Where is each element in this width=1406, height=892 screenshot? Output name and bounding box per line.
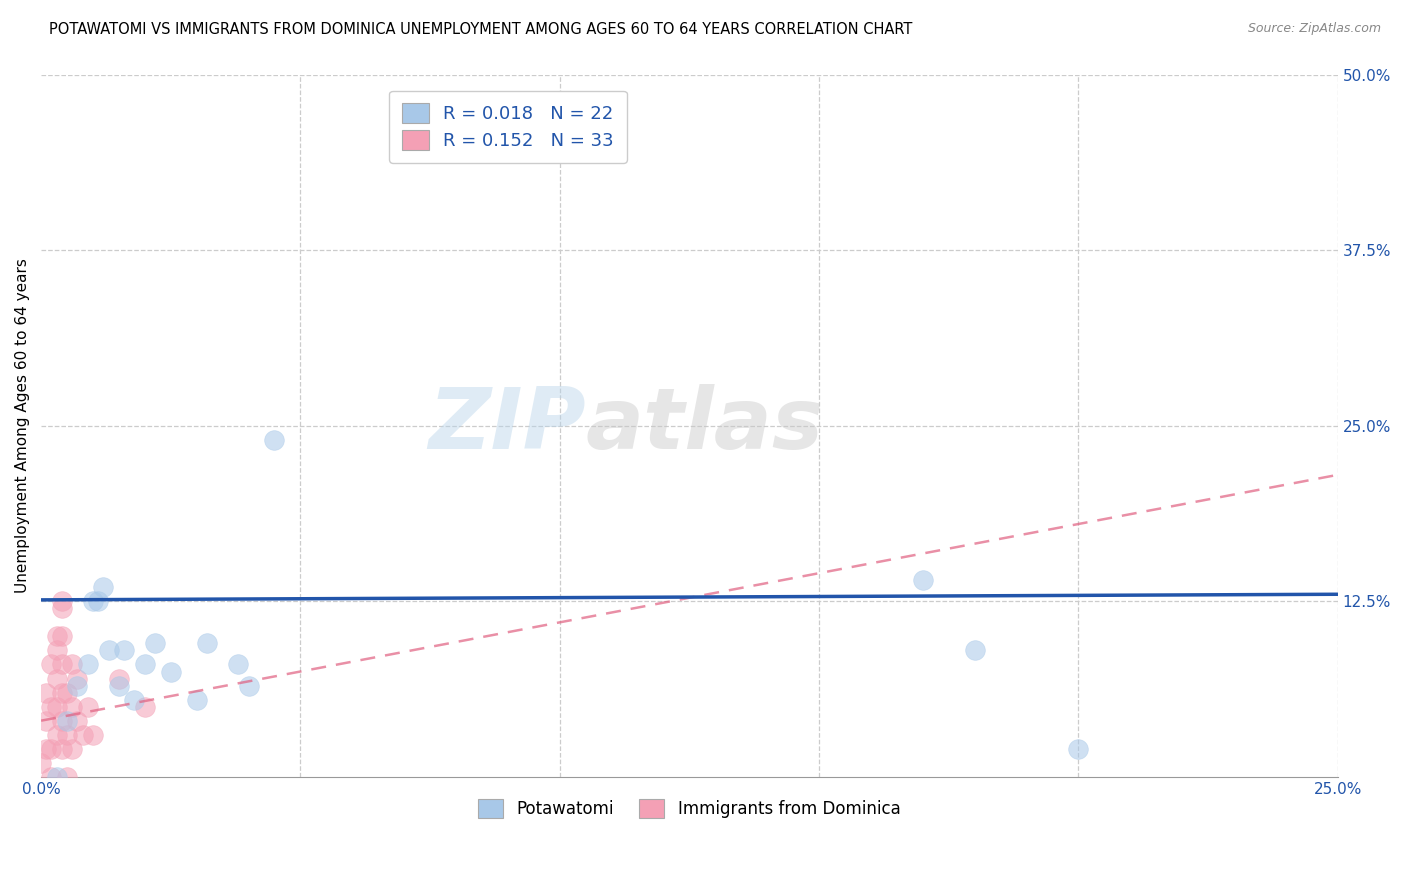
Point [159,665,181,679]
Point [45,672,67,686]
Point [87,594,110,608]
Point [76,699,98,714]
Point [72,728,94,742]
Point [108,679,131,693]
Point [97,643,120,657]
Point [134,699,156,714]
Point [45,770,67,784]
Point [112,643,135,657]
Point [60,699,83,714]
Point [51,685,73,699]
Point [82,594,104,608]
Point [45,728,67,742]
Point [35,685,58,699]
Point [238,679,260,693]
Point [1067,741,1090,756]
Text: POTAWATOMI VS IMMIGRANTS FROM DOMINICA UNEMPLOYMENT AMONG AGES 60 TO 64 YEARS CO: POTAWATOMI VS IMMIGRANTS FROM DOMINICA U… [49,22,912,37]
Point [45,699,67,714]
Point [186,692,208,706]
Point [60,657,83,672]
Point [41,741,63,756]
Point [56,728,79,742]
Point [56,714,79,728]
Point [134,657,156,672]
Point [60,741,83,756]
Point [56,770,79,784]
Point [93,580,115,594]
Point [51,741,73,756]
Point [226,657,249,672]
Point [45,629,67,643]
Point [911,573,934,587]
Point [66,714,89,728]
Point [51,601,73,615]
Point [51,714,73,728]
Point [41,770,63,784]
Text: Source: ZipAtlas.com: Source: ZipAtlas.com [1247,22,1381,36]
Point [41,657,63,672]
Point [66,679,89,693]
Text: atlas: atlas [586,384,824,467]
Point [124,692,146,706]
Point [963,643,986,657]
Point [30,756,52,770]
Point [143,636,166,650]
Point [195,636,218,650]
Point [51,657,73,672]
Point [82,728,104,742]
Point [51,594,73,608]
Point [45,643,67,657]
Point [263,433,285,447]
Point [51,629,73,643]
Text: ZIP: ZIP [427,384,586,467]
Point [35,714,58,728]
Y-axis label: Unemployment Among Ages 60 to 64 years: Unemployment Among Ages 60 to 64 years [15,259,30,593]
Point [35,741,58,756]
Point [66,672,89,686]
Point [76,657,98,672]
Point [108,672,131,686]
Point [41,699,63,714]
Point [56,685,79,699]
Legend: Potawatomi, Immigrants from Dominica: Potawatomi, Immigrants from Dominica [472,793,907,825]
